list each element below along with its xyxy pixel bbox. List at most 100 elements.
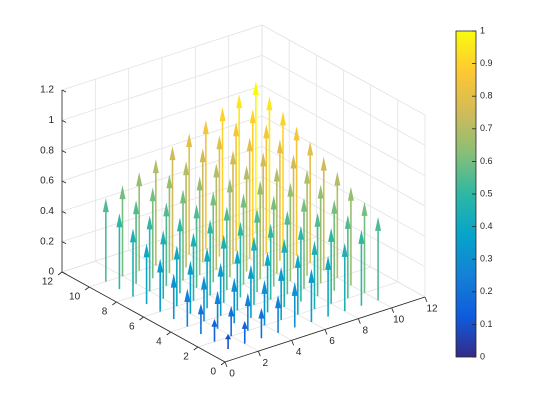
grid-line [261,145,426,237]
arrow-head [293,126,300,141]
arrow [328,227,335,304]
arrow-head [234,249,241,264]
arrow-head [143,243,150,258]
arrow-head [201,275,207,290]
arrow-head [275,294,282,309]
arrow-head [276,139,283,154]
arrow-head [244,292,251,307]
z-tick-label: 0.2 [40,236,54,247]
z-tick-label: 0.6 [40,176,54,187]
tick-mark [139,316,144,321]
arrow [136,172,143,271]
z-tick-label: 1 [48,115,54,126]
arrow-head [258,307,265,319]
arrow [146,215,153,292]
arrow-head [199,148,206,163]
arrow [267,223,274,300]
grid-line [61,145,263,212]
arrow [213,163,220,270]
arrow [207,219,214,296]
arrow-head [278,266,285,281]
arrow [257,180,264,280]
arrow-head [230,150,236,165]
arrow-head [297,225,304,240]
arrow [119,185,126,277]
arrow-head [102,198,109,213]
tick-mark [61,89,67,93]
arrow [246,137,253,259]
arrow [186,133,193,255]
arrow-head [334,171,341,186]
arrow-head [237,221,244,236]
arrow-head [157,258,164,273]
arrow-head [225,333,232,340]
tick-mark [357,318,361,324]
arrow [263,124,270,254]
tick-mark [112,301,117,306]
arrow [197,303,204,335]
arrow-head [263,124,270,139]
arrow-head [136,172,143,187]
arrow-head [228,305,235,317]
arrow [275,294,282,333]
arrow-head [187,260,194,275]
arrow-head [202,120,209,135]
arrow [293,126,300,256]
arrow-head [317,184,324,199]
arrow-head [249,109,256,124]
colorbar-tick-label: 0.9 [480,58,493,68]
arrow-head [241,320,248,329]
arrow-head [226,178,233,193]
arrow-head [173,245,180,260]
arrow-head [169,146,176,161]
arrow-head [243,165,250,180]
arrow [314,212,321,297]
arrow-head [344,214,351,229]
tick-mark [324,329,328,335]
arrow-head [163,202,170,217]
arrow-head [207,219,214,234]
arrow-head [176,217,183,232]
x-tick-label: 8 [363,325,369,336]
colorbar-tick-label: 0 [480,351,485,361]
arrow [163,202,170,286]
arrow-head [290,154,297,169]
arrow-head [311,240,318,255]
arrow-head [183,161,190,176]
y-tick-label: 0 [210,367,216,378]
arrow-head [257,180,264,195]
arrow [247,264,254,318]
arrow [331,199,338,291]
arrow-head [314,212,321,227]
arrow-head [375,216,382,231]
x-tick-label: 4 [296,347,302,358]
arrow-head [220,234,227,249]
arrow-head [301,197,307,212]
arrow-head [284,210,291,225]
arrow [201,275,207,322]
colorbar-tick-label: 0.4 [480,221,493,231]
arrow [176,217,183,294]
colorbar-tick-label: 0.3 [480,254,493,264]
x-tick-label: 0 [229,369,235,380]
grid-line [61,54,263,121]
arrow [202,120,209,250]
grid-line [261,115,426,207]
arrow [187,260,194,314]
arrow [252,81,259,233]
arrow [133,200,140,284]
arrow-head [196,176,203,191]
arrow [278,266,285,320]
arrow-head [170,273,177,288]
colorbar-tick-label: 1 [480,25,485,35]
grid-line [61,85,263,152]
arrow-head [261,279,268,294]
z-tick-label: 0.8 [40,145,54,156]
arrow-head [190,232,197,247]
colorbar-tick-label: 0.5 [480,188,493,198]
y-tick-label: 2 [183,352,189,363]
arrow [307,141,314,263]
arrow-head [211,318,218,327]
tick-mark [166,331,171,336]
arrow-head [184,288,191,302]
